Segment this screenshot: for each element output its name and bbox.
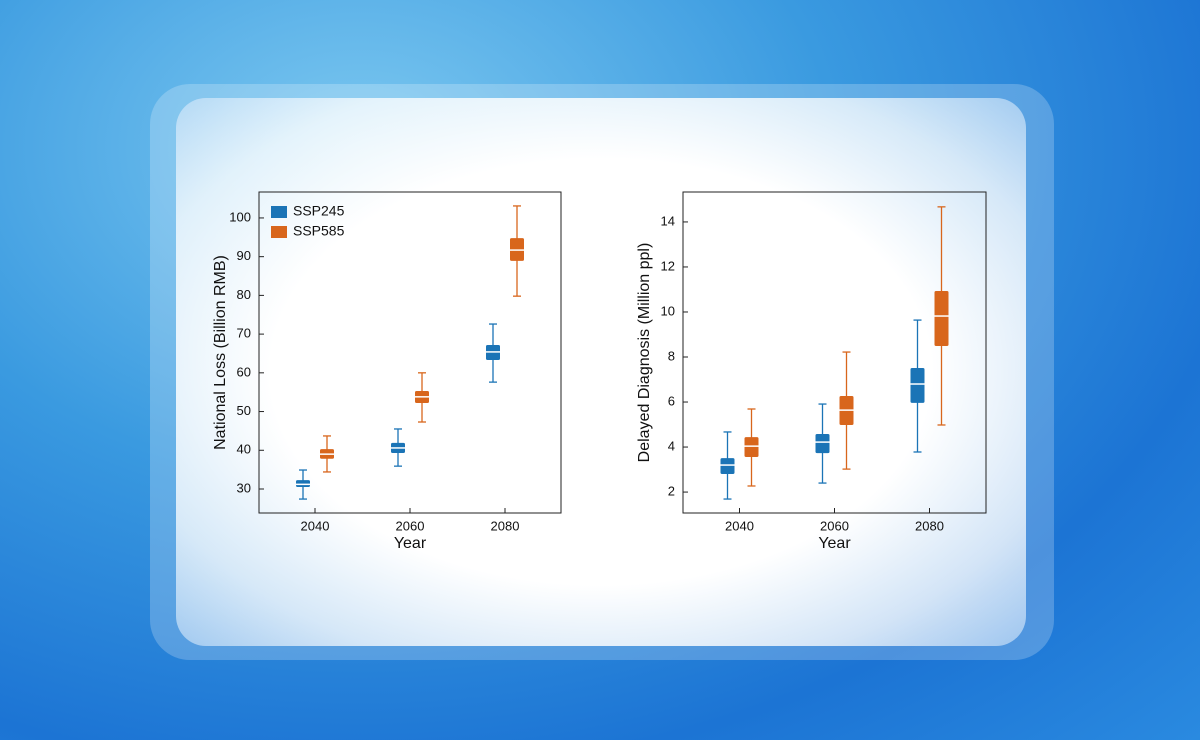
y-tick-label: 50 bbox=[237, 403, 251, 418]
x-axis-label: Year bbox=[394, 535, 427, 552]
box bbox=[910, 368, 925, 403]
y-tick-label: 60 bbox=[237, 364, 251, 379]
y-tick-label: 12 bbox=[661, 258, 675, 273]
y-tick-label: 40 bbox=[237, 442, 251, 457]
legend-swatch bbox=[271, 226, 287, 238]
y-tick-label: 70 bbox=[237, 326, 251, 341]
x-tick-label: 2060 bbox=[396, 518, 425, 533]
box bbox=[744, 437, 759, 457]
y-axis-label: Delayed Diagnosis (Million ppl) bbox=[636, 243, 653, 463]
legend-label: SSP585 bbox=[293, 223, 345, 239]
box bbox=[720, 458, 735, 475]
y-tick-label: 14 bbox=[661, 213, 675, 228]
y-tick-label: 4 bbox=[668, 438, 675, 453]
y-axis-label: National Loss (Billion RMB) bbox=[212, 255, 229, 450]
y-tick-label: 30 bbox=[237, 480, 251, 495]
y-tick-label: 10 bbox=[661, 303, 675, 318]
x-tick-label: 2040 bbox=[725, 518, 754, 533]
y-tick-label: 8 bbox=[668, 348, 675, 363]
y-tick-label: 90 bbox=[237, 248, 251, 263]
x-axis-label: Year bbox=[818, 535, 851, 552]
legend-swatch bbox=[271, 206, 287, 218]
y-tick-label: 100 bbox=[229, 209, 251, 224]
box bbox=[296, 480, 310, 488]
x-tick-label: 2080 bbox=[915, 518, 944, 533]
y-tick-label: 6 bbox=[668, 393, 675, 408]
panel bbox=[176, 98, 1026, 646]
x-tick-label: 2060 bbox=[820, 518, 849, 533]
box bbox=[815, 433, 830, 454]
box bbox=[934, 291, 949, 346]
x-tick-label: 2080 bbox=[491, 518, 520, 533]
x-tick-label: 2040 bbox=[301, 518, 330, 533]
legend-label: SSP245 bbox=[293, 203, 345, 219]
y-tick-label: 80 bbox=[237, 287, 251, 302]
y-tick-label: 2 bbox=[668, 484, 675, 499]
